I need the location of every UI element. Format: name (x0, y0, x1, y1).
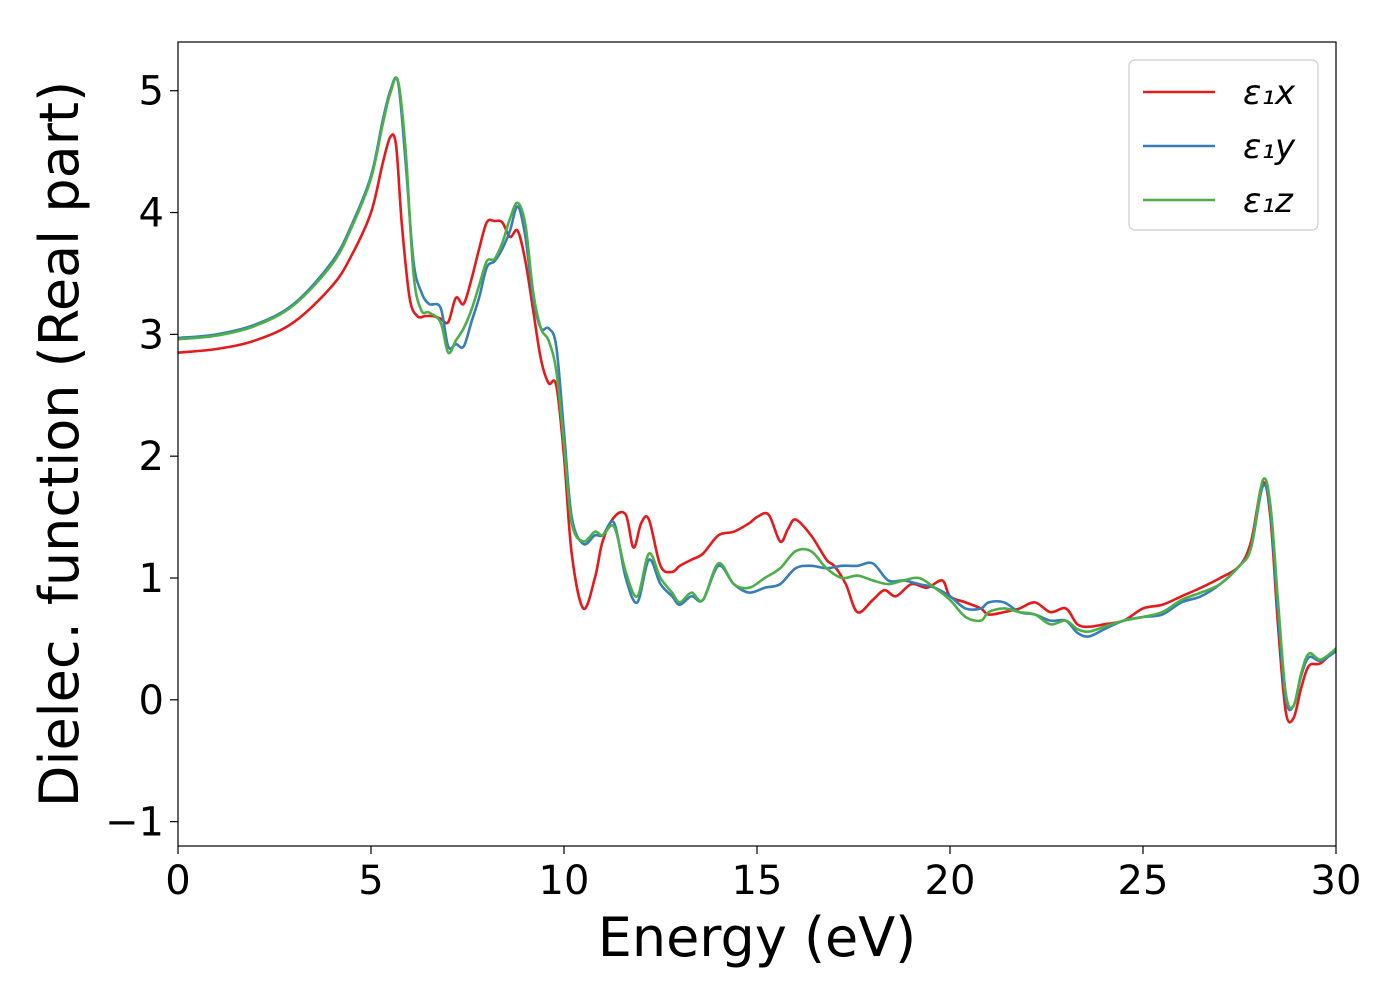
y-axis: −1 0 1 2 3 4 5 (105, 69, 178, 846)
x-tick-label: 20 (925, 858, 976, 904)
x-tick-label: 5 (358, 858, 383, 904)
x-tick-label: 25 (1118, 858, 1169, 904)
x-axis: 0 5 10 15 20 25 30 (165, 846, 1361, 904)
legend-label-3: ε₁z (1243, 181, 1294, 221)
legend-box (1128, 59, 1319, 231)
y-tick-label: 4 (139, 191, 164, 237)
series-layer (178, 76, 1336, 724)
y-axis-title: Dielec. function (Real part) (28, 81, 91, 807)
y-tick-label: −1 (105, 800, 164, 846)
x-tick-label: 0 (165, 858, 190, 904)
x-tick-label: 30 (1311, 858, 1362, 904)
x-tick-label: 10 (539, 858, 590, 904)
legend-label-1: ε₁x (1243, 73, 1296, 113)
y-tick-label: 5 (139, 69, 164, 115)
series-line-3 (178, 76, 1336, 710)
y-tick-label: 0 (139, 678, 164, 724)
legend-label-2: ε₁y (1243, 127, 1296, 167)
x-tick-label: 15 (732, 858, 783, 904)
y-tick-label: 1 (139, 556, 164, 602)
y-tick-label: 2 (139, 434, 164, 480)
legend: ε₁x ε₁y ε₁z (1128, 59, 1319, 231)
x-axis-title: Energy (eV) (598, 906, 917, 969)
y-tick-label: 3 (139, 312, 164, 358)
